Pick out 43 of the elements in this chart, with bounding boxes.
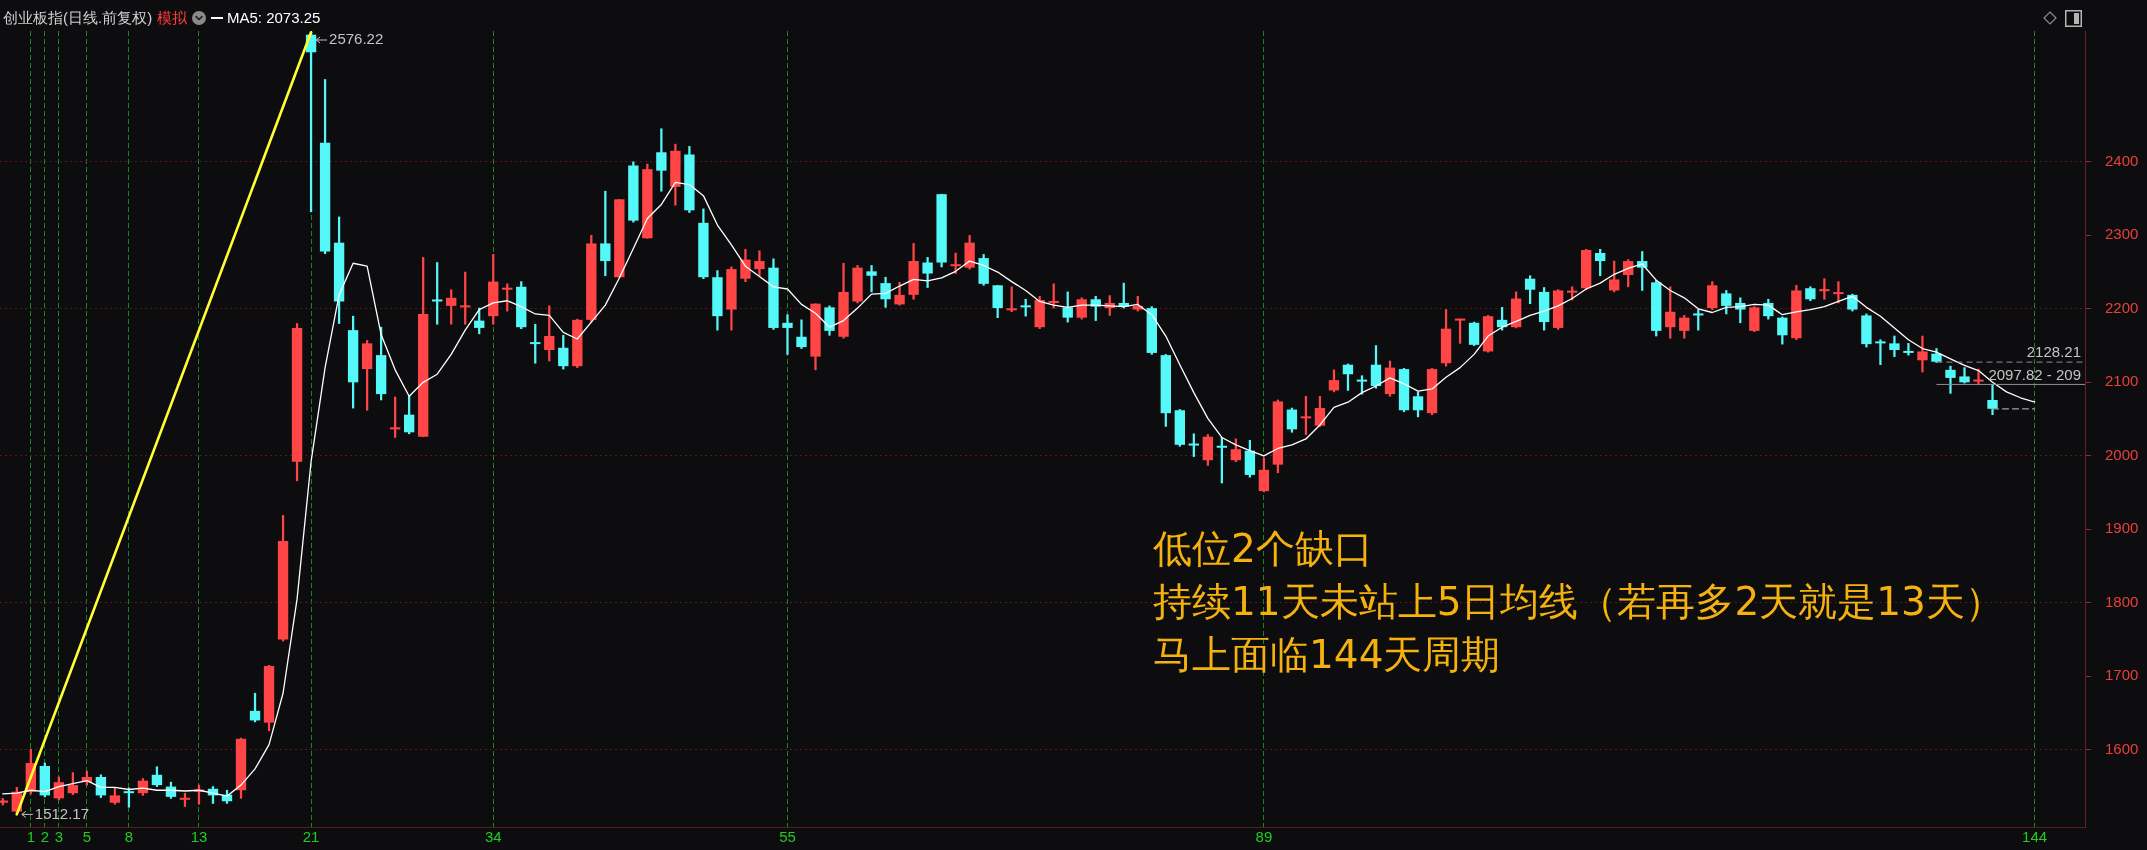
y-tick-label: 1600 xyxy=(2105,739,2139,757)
y-tick-label: 2000 xyxy=(2105,445,2139,463)
y-tick-label: 2400 xyxy=(2105,151,2139,169)
legend-label: MA5: 2073.25 xyxy=(227,8,321,28)
x-tick-label: 34 xyxy=(484,828,502,846)
candlestick xyxy=(1819,278,1830,300)
x-tick-label: 144 xyxy=(2022,828,2048,846)
x-tick-label: 3 xyxy=(54,828,64,846)
annotation: 低位2个缺口 xyxy=(1153,525,1374,573)
ref-line-label: 2128.21 xyxy=(2026,343,2081,361)
y-tick-label: 1800 xyxy=(2105,592,2139,610)
annotation: 2576.22 xyxy=(329,30,384,48)
candlestick xyxy=(1987,384,1998,415)
candlestick xyxy=(656,128,667,192)
candlestick xyxy=(754,250,765,277)
x-tick-label: 89 xyxy=(1255,828,1273,846)
candlestick xyxy=(950,252,961,274)
candlestick xyxy=(1875,339,1886,366)
y-tick-label: 2100 xyxy=(2105,372,2139,390)
chart-subtitle: 模拟 xyxy=(157,8,188,28)
annotation: 1512.17 xyxy=(34,804,90,822)
y-tick-label: 2300 xyxy=(2105,225,2139,243)
y-tick-label: 1900 xyxy=(2105,519,2139,537)
candlestick xyxy=(1945,365,1956,394)
x-tick-label: 5 xyxy=(82,828,92,846)
y-tick-label: 2200 xyxy=(2105,298,2139,316)
candlestick xyxy=(1903,343,1914,356)
candlestick xyxy=(1917,335,1928,373)
ref-line-label: 2097.82 - 209 xyxy=(1988,365,2081,383)
x-tick-label: 21 xyxy=(302,828,320,846)
x-tick-label: 55 xyxy=(779,828,796,846)
annotation: 马上面临144天周期 xyxy=(1153,631,1502,679)
y-tick-label: 1700 xyxy=(2105,666,2139,684)
candlestick xyxy=(782,314,793,355)
candlestick xyxy=(866,265,877,293)
chart-title: 创业板指(日线.前复权) xyxy=(3,8,153,28)
x-tick-label: 13 xyxy=(190,828,208,846)
candlestick xyxy=(1833,281,1844,304)
annotation: 持续11天未站上5日均线（若再多2天就是13天） xyxy=(1153,578,2004,626)
x-tick-label: 8 xyxy=(124,828,134,846)
x-tick-label: 2 xyxy=(40,828,50,846)
candlestick xyxy=(1973,368,1984,385)
x-tick-label: 1 xyxy=(26,828,35,846)
